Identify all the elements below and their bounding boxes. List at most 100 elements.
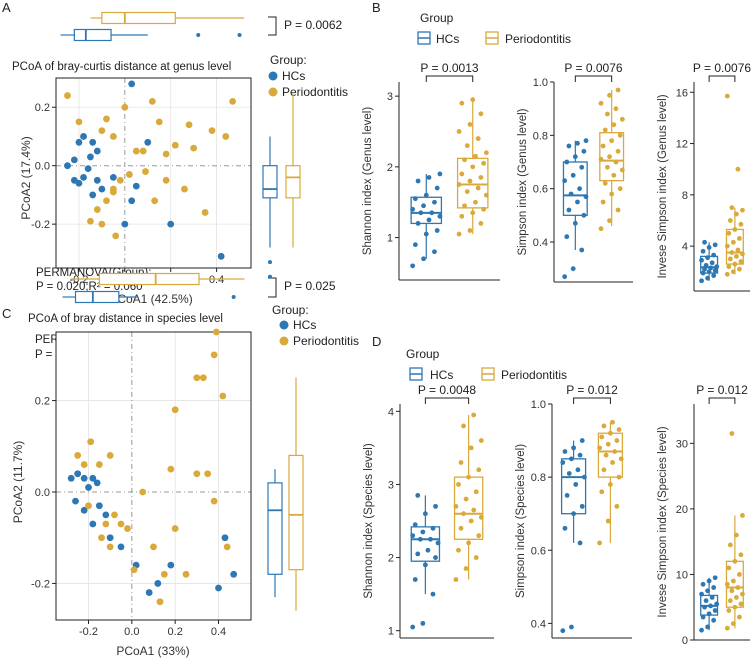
species_invsimpson-point-pd-2 (737, 614, 742, 620)
genus_shannon-point-pd-20 (464, 143, 470, 149)
genus_invsimpson-point-hc-0 (699, 278, 704, 284)
species_invsimpson-point-hc-16 (712, 575, 718, 581)
genus_shannon-point-hc-2 (432, 249, 437, 255)
pcoa_species-point-pd-14 (111, 511, 118, 519)
genus_invsimpson-point-pd-8 (740, 251, 745, 257)
genus_invsimpson-point-pd-17 (727, 218, 733, 223)
pcoa_species-point-pd-6 (193, 374, 201, 382)
species_shannon-y-tick-label-0: 1 (388, 626, 394, 638)
species_simpson-point-pd-10 (612, 449, 618, 454)
pcoa_genus-point-pd-4 (109, 133, 117, 140)
genus_simpson-point-pd-2 (615, 207, 621, 213)
genus_shannon-point-hc-13 (432, 199, 437, 205)
legend-d-hc-key (409, 367, 423, 381)
genus_shannon-point-pd-12 (467, 178, 473, 184)
species_simpson-point-pd-16 (616, 427, 622, 432)
pcoa_genus-point-hc-21 (217, 252, 225, 260)
pcoa_species-point-hc-4 (89, 474, 97, 482)
genus_simpson-point-hc-6 (566, 207, 572, 213)
genus_shannon-point-hc-5 (434, 228, 440, 233)
pcoa_species-x-tick-label-0: -0.2 (79, 626, 98, 638)
pcoa_genus-point-pd-29 (142, 168, 149, 175)
pcoa_species-y-tick-label-0: 0.2 (35, 396, 50, 408)
species_shannon-point-pd-4 (466, 540, 472, 546)
species_shannon-point-hc-16 (433, 503, 438, 509)
species_invsimpson-point-pd-4 (732, 604, 738, 610)
species_simpson-point-pd-18 (610, 419, 615, 425)
pcoa_species-point-pd-25 (223, 543, 231, 551)
species_invsimpson-point-hc-7 (708, 603, 714, 609)
genus_simpson-point-hc-19 (583, 138, 589, 144)
genus_shannon-y-tick-label-1: 2 (387, 162, 393, 174)
species_simpson-point-pd-0 (597, 540, 602, 546)
genus_simpson-point-pd-11 (598, 156, 604, 162)
genus_shannon-point-pd-0 (456, 231, 462, 237)
genus_shannon-point-pd-24 (478, 111, 484, 117)
species_invsimpson-point-hc-0 (699, 627, 704, 633)
species_shannon-y-tick-label-2: 3 (388, 479, 394, 491)
species_invsimpson-point-pd-3 (726, 608, 732, 613)
pcoa_species-point-pd-10 (204, 470, 212, 478)
genus_shannon-y-tick-label-2: 3 (387, 91, 393, 103)
pcoa_species-point-hc-7 (95, 502, 103, 510)
genus_shannon-box-pd (456, 157, 489, 209)
genus_invsimpson-point-pd-22 (724, 93, 730, 99)
species_invsimpson-point-pd-13 (737, 572, 742, 577)
genus_simpson-point-hc-16 (581, 148, 587, 154)
pcoa-genus-p-bracket (268, 16, 277, 36)
genus_shannon-point-pd-6 (462, 203, 467, 209)
species_simpson-point-hc-9 (566, 471, 572, 476)
legend-a-pd-label: Periodontitis (282, 85, 348, 99)
species_shannon-point-hc-13 (430, 525, 436, 531)
pcoa_genus-plot-frame (55, 77, 252, 269)
pcoa_genus-pc1-outlier-hc-1 (237, 33, 242, 37)
species_simpson-point-hc-2 (577, 540, 583, 546)
legend-b-title: Group (420, 11, 454, 25)
pcoa_genus-y-tick-label-2: -0.2 (31, 219, 50, 231)
species_shannon-point-pd-14 (456, 482, 461, 487)
genus_shannon-point-hc-19 (437, 171, 443, 177)
genus_simpson-point-pd-23 (607, 92, 612, 98)
genus_invsimpson-ylabel: Invese Simpson index (Genus level) (657, 94, 669, 278)
panel-label-b: B (372, 0, 381, 15)
genus_simpson-point-hc-1 (570, 266, 576, 272)
species_simpson-y-tick-label-2: 0.8 (531, 472, 546, 484)
genus_invsimpson-point-hc-1 (705, 275, 711, 281)
pcoa-genus-p-top: P = 0.0062 (284, 18, 342, 32)
species_simpson-point-hc-3 (562, 525, 568, 531)
pcoa_species-y-tick-label-1: 0.0 (35, 487, 50, 499)
species_shannon-point-pd-19 (478, 438, 484, 443)
pcoa_genus-point-hc-18 (121, 220, 129, 228)
species_shannon-point-pd-11 (453, 503, 459, 509)
species_shannon-point-hc-5 (433, 555, 438, 560)
pcoa_genus-point-pd-24 (93, 206, 101, 213)
genus_invsimpson-p-bracket (708, 75, 736, 82)
pcoa_genus-point-hc-4 (87, 153, 94, 161)
genus_simpson-point-hc-11 (562, 178, 568, 184)
pcoa_genus-point-pd-11 (171, 141, 179, 149)
species_shannon-point-pd-12 (463, 496, 469, 502)
species_simpson-point-pd-9 (603, 452, 609, 458)
genus_invsimpson-point-pd-11 (724, 243, 730, 249)
genus_simpson-point-pd-10 (613, 159, 619, 165)
pcoa_genus-point-pd-19 (201, 209, 209, 216)
species_invsimpson-point-hc-15 (706, 578, 712, 584)
species_shannon-point-hc-9 (417, 536, 423, 542)
genus_invsimpson-point-hc-8 (714, 264, 720, 270)
species_invsimpson-point-hc-8 (714, 601, 720, 607)
genus_invsimpson-point-hc-15 (706, 245, 712, 250)
species_invsimpson-point-hc-5 (712, 608, 718, 613)
species_invsimpson-point-pd-15 (732, 558, 738, 564)
species_shannon-point-pd-21 (471, 412, 477, 418)
pcoa_genus-point-pd-7 (139, 147, 147, 155)
genus_invsimpson-point-hc-16 (712, 242, 718, 248)
genus_invsimpson-point-pd-21 (735, 166, 741, 172)
genus_invsimpson-point-pd-4 (732, 261, 738, 267)
pcoa_genus-point-hc-5 (70, 156, 78, 164)
genus_simpson-point-hc-10 (577, 186, 582, 192)
genus_simpson-point-pd-6 (602, 180, 608, 186)
genus_shannon-point-pd-23 (467, 122, 473, 127)
species_invsimpson-point-pd-9 (729, 588, 735, 594)
species_shannon-p-value: P = 0.0048 (418, 383, 476, 397)
species_invsimpson-p-value: P = 0.012 (696, 383, 748, 397)
